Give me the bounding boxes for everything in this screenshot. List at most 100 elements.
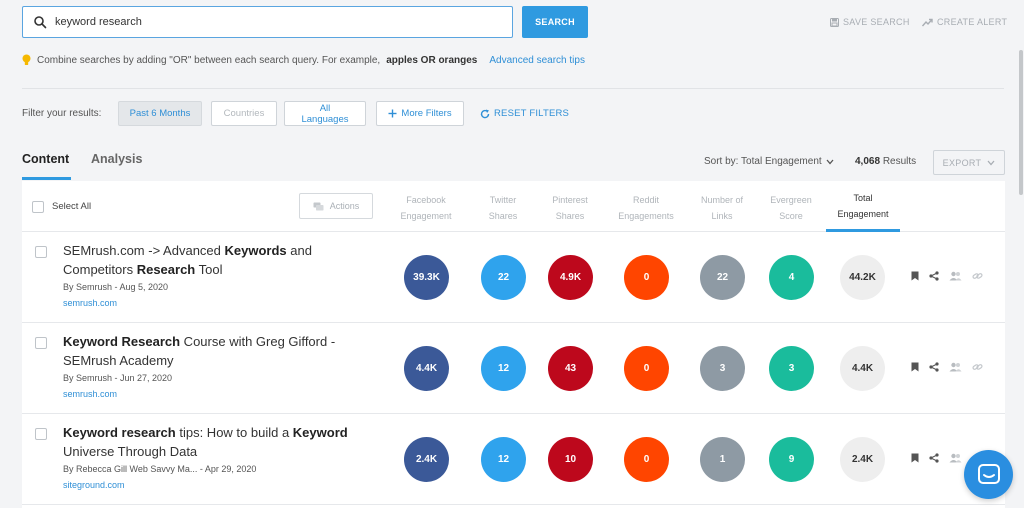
sort-dropdown[interactable]: Sort by: Total Engagement [704, 156, 834, 167]
search-tip: Combine searches by adding "OR" between … [22, 54, 585, 66]
bookmark-icon[interactable] [911, 362, 919, 372]
title-part: Universe Through Data [63, 444, 198, 459]
comment-icon [313, 202, 324, 210]
reddit-engagements[interactable]: 0 [624, 437, 669, 482]
row-checkbox[interactable] [35, 246, 47, 258]
col-head-links[interactable]: Number of Links [682, 192, 762, 224]
reddit-engagements[interactable]: 0 [624, 255, 669, 300]
chat-launcher-button[interactable] [964, 450, 1013, 499]
search-box[interactable] [22, 6, 513, 38]
total-engagement[interactable]: 44.2K [840, 255, 885, 300]
row-domain-link[interactable]: semrush.com [63, 389, 118, 399]
col-head-reddit[interactable]: Reddit Engagements [606, 192, 686, 224]
active-tab-indicator [22, 177, 71, 180]
col-head-pinterest[interactable]: Pinterest Shares [530, 192, 610, 224]
facebook-engagement[interactable]: 39.3K [404, 255, 449, 300]
title-part: Tool [195, 262, 223, 277]
share-icon[interactable] [929, 453, 939, 463]
more-filters-label: More Filters [401, 108, 452, 119]
pinterest-shares[interactable]: 43 [548, 346, 593, 391]
search-icon [34, 16, 47, 29]
pinterest-shares[interactable]: 4.9K [548, 255, 593, 300]
users-icon[interactable] [949, 362, 962, 372]
row-domain-link[interactable]: siteground.com [63, 480, 125, 490]
save-search-button[interactable]: SAVE SEARCH [830, 17, 910, 27]
search-input[interactable] [55, 11, 495, 33]
users-icon[interactable] [949, 453, 962, 463]
refresh-icon [480, 109, 490, 118]
total-engagement[interactable]: 2.4K [840, 437, 885, 482]
search-button[interactable]: SEARCH [522, 6, 588, 38]
col-head-line: Engagement [837, 209, 889, 219]
facebook-engagement[interactable]: 2.4K [404, 437, 449, 482]
row-domain-link[interactable]: semrush.com [63, 298, 118, 308]
col-head-line: Score [779, 211, 803, 221]
total-engagement[interactable]: 4.4K [840, 346, 885, 391]
advanced-search-tips-link[interactable]: Advanced search tips [489, 54, 585, 66]
tab-analysis[interactable]: Analysis [91, 152, 143, 166]
row-title[interactable]: Keyword Research Course with Greg Giffor… [63, 332, 353, 370]
row-checkbox[interactable] [35, 428, 47, 440]
actions-button[interactable]: Actions [299, 193, 373, 219]
countries-filter-button[interactable]: Countries [211, 101, 277, 126]
chat-icon [977, 463, 1000, 484]
save-icon [830, 17, 839, 27]
col-head-facebook[interactable]: Facebook Engagement [386, 192, 466, 224]
page-scrollbar[interactable] [1019, 50, 1023, 195]
col-head-line: Links [711, 211, 733, 221]
title-keyword: Keyword research [63, 425, 176, 440]
share-icon[interactable] [929, 271, 939, 281]
users-icon[interactable] [949, 271, 962, 281]
evergreen-score[interactable]: 3 [769, 346, 814, 391]
facebook-engagement[interactable]: 4.4K [404, 346, 449, 391]
tab-content[interactable]: Content [22, 152, 70, 166]
select-all-checkbox[interactable] [32, 201, 44, 213]
lightbulb-icon [22, 54, 31, 65]
tip-text: Combine searches by adding "OR" between … [37, 54, 381, 66]
twitter-shares[interactable]: 12 [481, 437, 526, 482]
table-row: Keyword research tips: How to build a Ke… [22, 414, 1005, 505]
share-icon[interactable] [929, 362, 939, 372]
twitter-shares[interactable]: 22 [481, 255, 526, 300]
number-of-links[interactable]: 1 [700, 437, 745, 482]
col-head-line: Total [853, 193, 873, 203]
col-head-line: Engagement [400, 211, 452, 221]
col-head-twitter[interactable]: Twitter Shares [463, 192, 543, 224]
row-title[interactable]: SEMrush.com -> Advanced Keywords and Com… [63, 241, 353, 279]
col-head-evergreen[interactable]: Evergreen Score [751, 192, 831, 224]
languages-filter-button[interactable]: All Languages [284, 101, 366, 126]
bookmark-icon[interactable] [911, 271, 919, 281]
link-icon[interactable] [972, 271, 983, 281]
row-checkbox[interactable] [35, 337, 47, 349]
results-number: 4,068 [855, 156, 881, 167]
results-label: Results [882, 156, 917, 167]
evergreen-score[interactable]: 9 [769, 437, 814, 482]
save-search-label: SAVE SEARCH [843, 17, 910, 27]
export-button[interactable]: EXPORT [933, 150, 1005, 175]
twitter-shares[interactable]: 12 [481, 346, 526, 391]
more-filters-button[interactable]: More Filters [376, 101, 464, 126]
date-filter-button[interactable]: Past 6 Months [118, 101, 202, 126]
number-of-links[interactable]: 22 [700, 255, 745, 300]
create-alert-button[interactable]: CREATE ALERT [922, 17, 1007, 27]
col-head-line: Facebook [406, 195, 446, 205]
col-head-line: Pinterest [552, 195, 588, 205]
bookmark-icon[interactable] [911, 453, 919, 463]
col-head-line: Evergreen [770, 195, 812, 205]
content-table: Select All Actions Facebook Engagement Tw… [22, 181, 1005, 508]
row-title[interactable]: Keyword research tips: How to build a Ke… [63, 423, 353, 461]
trend-icon [922, 18, 933, 26]
col-head-line: Twitter [489, 195, 517, 205]
link-icon[interactable] [972, 362, 983, 372]
tip-example: apples OR oranges [386, 54, 478, 66]
pinterest-shares[interactable]: 10 [548, 437, 593, 482]
col-head-line: Shares [488, 211, 518, 221]
col-head-line: Reddit [632, 195, 659, 205]
divider [22, 88, 1004, 89]
col-head-total[interactable]: Total Engagement [823, 190, 903, 222]
reddit-engagements[interactable]: 0 [624, 346, 669, 391]
reset-filters-button[interactable]: RESET FILTERS [480, 108, 569, 119]
number-of-links[interactable]: 3 [700, 346, 745, 391]
select-all-label: Select All [52, 201, 92, 212]
evergreen-score[interactable]: 4 [769, 255, 814, 300]
